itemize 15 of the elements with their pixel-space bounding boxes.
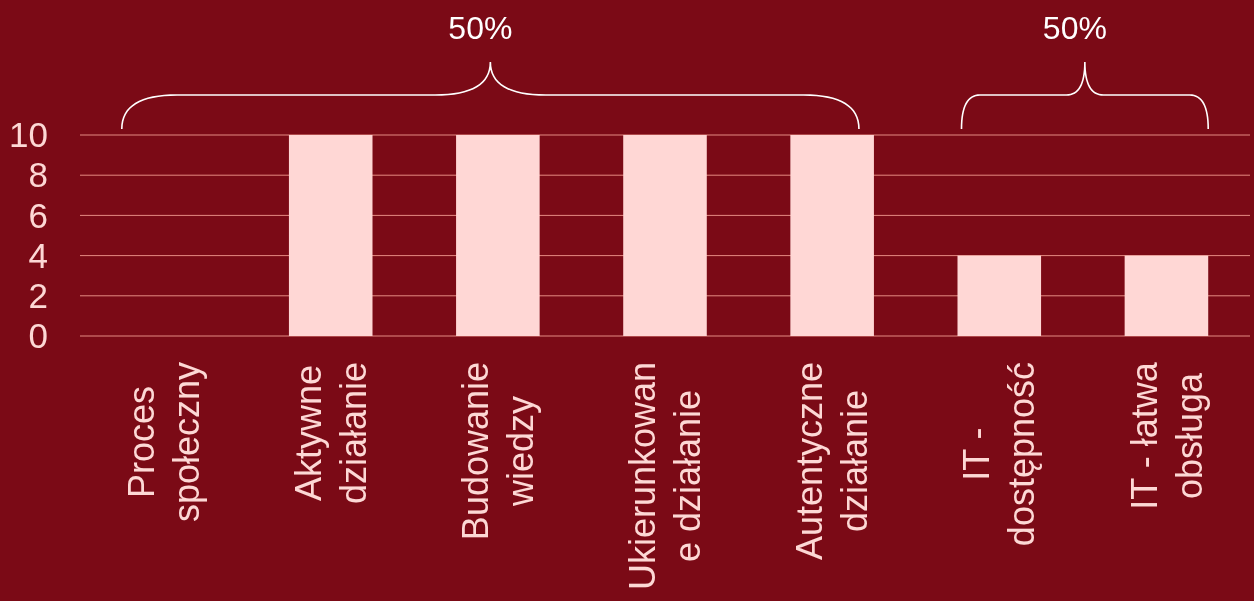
y-tick-label: 8 xyxy=(28,155,48,195)
x-tick-label: IT - łatwa obsługa xyxy=(1123,361,1210,510)
x-tick-label: Ukierunkowan e działanie xyxy=(622,361,709,591)
y-tick-label: 2 xyxy=(28,276,48,316)
text: 50% xyxy=(448,10,513,46)
x-tick-label: Budowanie wiedzy xyxy=(454,362,541,541)
x-tick-label: IT - dostępność xyxy=(956,362,1043,547)
x-tick-label: Proces społeczny xyxy=(120,362,207,523)
text: 50% xyxy=(1042,10,1107,46)
x-tick-label: Autentyczne działanie xyxy=(789,362,876,561)
y-tick-label: 0 xyxy=(28,316,48,356)
y-tick-label: 4 xyxy=(28,235,48,275)
y-tick-label: 10 xyxy=(9,115,48,155)
y-tick-label: 6 xyxy=(28,195,48,235)
x-tick-label: Aktywne działanie xyxy=(287,362,374,505)
